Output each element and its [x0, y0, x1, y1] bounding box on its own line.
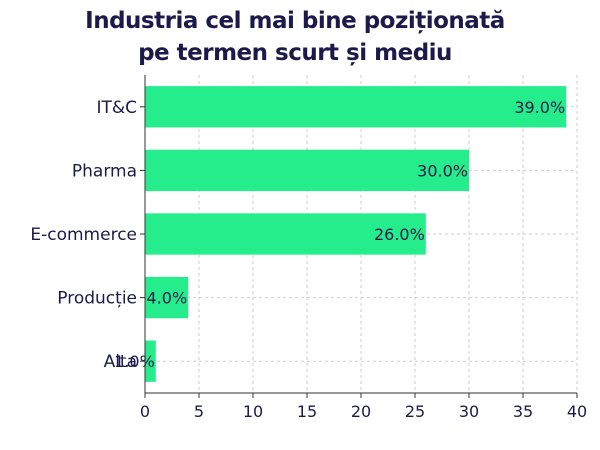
bar — [145, 276, 189, 319]
chart-title-line-1: Industria cel mai bine poziționată — [85, 8, 505, 34]
x-tick-label: 5 — [194, 402, 204, 421]
chart-title-line-2: pe termen scurt și mediu — [138, 40, 452, 66]
x-tick-label: 35 — [513, 402, 533, 421]
data-label: 1.0% — [114, 352, 155, 371]
x-tick-label: 20 — [351, 402, 371, 421]
category-label: Pharma — [72, 161, 137, 181]
category-label: E-commerce — [30, 225, 137, 245]
data-label: 4.0% — [147, 289, 188, 308]
x-tick-label: 25 — [405, 402, 425, 421]
category-label: Alta — [104, 352, 137, 372]
category-label: IT&C — [96, 98, 137, 118]
data-label: 30.0% — [417, 161, 468, 180]
category-label: Producție — [57, 289, 137, 309]
data-label: 39.0% — [514, 98, 565, 117]
bar — [145, 213, 426, 255]
bar — [145, 149, 469, 192]
x-tick-label: 30 — [459, 402, 479, 421]
x-tick-label: 15 — [297, 402, 317, 421]
x-tick-label: 0 — [140, 402, 150, 421]
data-label: 26.0% — [374, 225, 425, 244]
bar — [145, 86, 567, 128]
x-tick-label: 10 — [243, 402, 263, 421]
bar — [145, 340, 156, 382]
x-tick-label: 40 — [567, 402, 587, 421]
